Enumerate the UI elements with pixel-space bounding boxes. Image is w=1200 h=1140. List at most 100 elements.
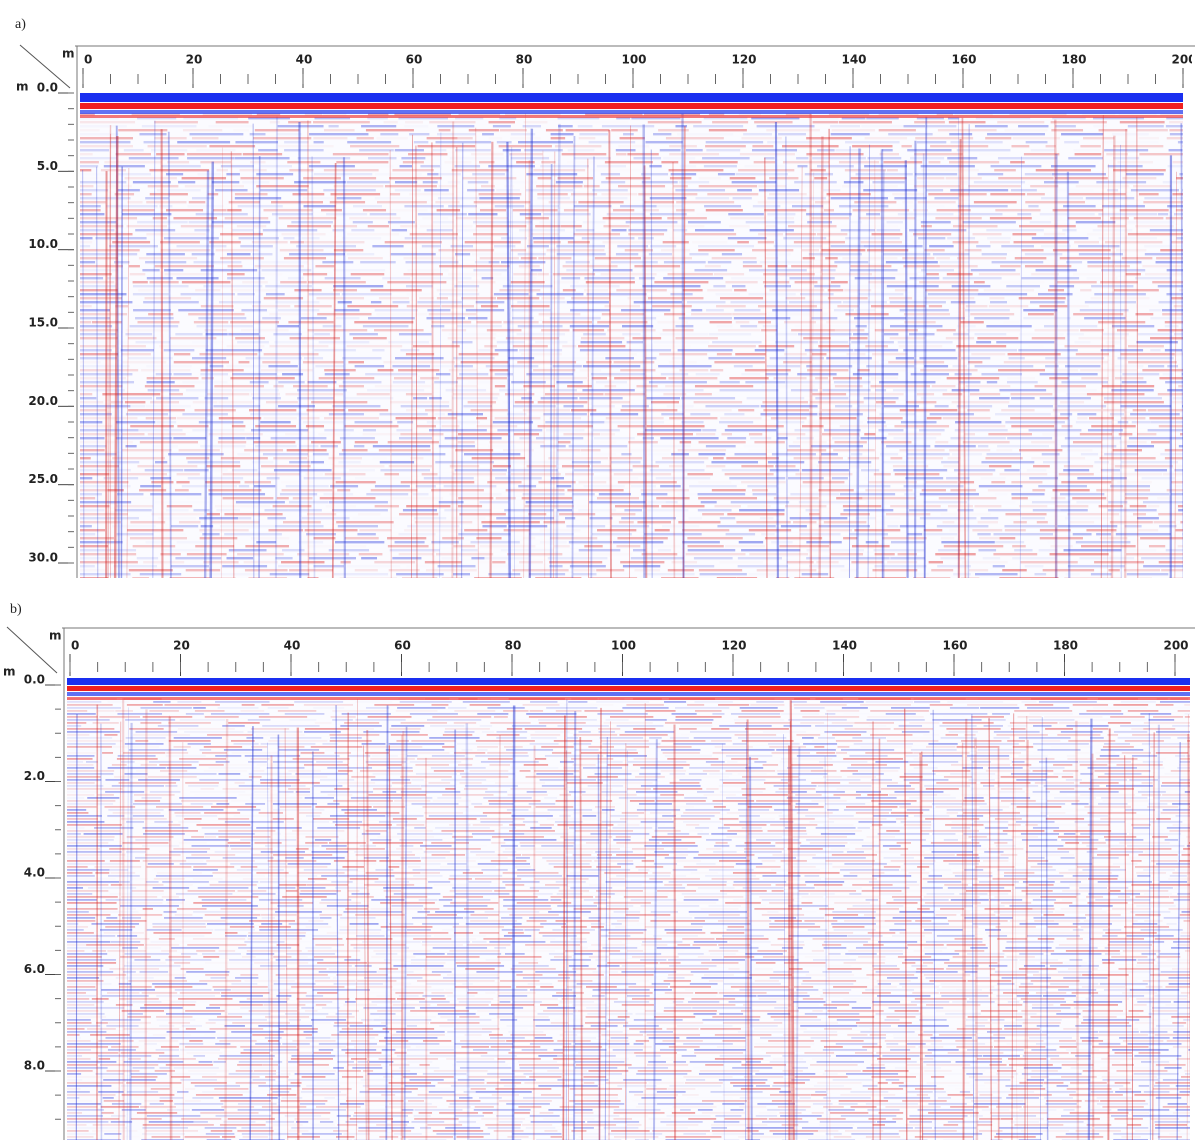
reflection — [840, 229, 876, 232]
reflection — [710, 369, 724, 372]
reflection — [308, 293, 340, 296]
reflection — [397, 707, 446, 709]
reflection — [177, 728, 235, 730]
reflection — [757, 857, 797, 859]
reflection — [971, 788, 996, 790]
reflection — [926, 417, 942, 420]
reflection — [306, 815, 321, 817]
reflection — [237, 553, 284, 556]
reflection — [170, 337, 217, 340]
reflection — [104, 806, 136, 808]
reflection — [1144, 245, 1190, 247]
reflection — [431, 854, 466, 856]
reflection — [297, 553, 350, 556]
reflection — [678, 317, 732, 320]
reflection — [673, 185, 688, 188]
reflection — [940, 737, 977, 739]
reflection — [123, 752, 166, 754]
x-unit: m — [62, 47, 75, 61]
reflection — [160, 770, 188, 772]
reflection — [503, 529, 531, 532]
reflection — [407, 565, 430, 567]
reflection — [522, 537, 536, 540]
trace-streak — [1180, 123, 1183, 578]
reflection — [80, 337, 118, 340]
reflection — [1055, 911, 1107, 913]
reflection — [762, 401, 809, 404]
reflection — [263, 417, 297, 420]
reflection — [289, 253, 345, 256]
reflection — [866, 249, 909, 252]
reflection — [864, 165, 907, 168]
reflection — [948, 121, 986, 124]
reflection — [67, 821, 105, 823]
reflection — [231, 425, 246, 428]
reflection — [888, 433, 942, 436]
reflection — [1031, 441, 1055, 444]
reflection — [537, 177, 552, 180]
reflection — [744, 842, 771, 844]
reflection — [166, 509, 189, 512]
reflection — [598, 728, 621, 730]
reflection — [1010, 189, 1037, 192]
reflection — [278, 405, 315, 408]
reflection — [1032, 899, 1056, 901]
reflection — [1149, 417, 1183, 420]
reflection — [390, 401, 450, 404]
reflection — [994, 169, 1016, 172]
reflection — [900, 869, 926, 871]
reflection — [698, 569, 743, 572]
reflection — [405, 353, 435, 356]
reflection — [530, 377, 588, 380]
reflection — [111, 785, 164, 787]
reflection — [209, 125, 254, 127]
reflection — [611, 129, 638, 132]
reflection — [549, 561, 603, 564]
reflection — [681, 421, 704, 424]
reflection — [261, 914, 297, 916]
reflection — [404, 529, 463, 532]
reflection — [80, 421, 103, 424]
reflection — [585, 441, 617, 443]
reflection — [1133, 902, 1174, 904]
reflection — [181, 281, 231, 284]
reflection — [251, 770, 265, 772]
reflection — [182, 129, 223, 132]
reflection — [80, 497, 96, 500]
reflection — [684, 797, 708, 799]
reflection — [770, 417, 807, 420]
reflection — [681, 397, 736, 400]
reflection — [780, 713, 820, 715]
reflection — [496, 517, 555, 520]
reflection — [447, 857, 480, 859]
reflection — [489, 941, 546, 943]
reflection — [362, 746, 423, 748]
reflection — [459, 782, 482, 784]
radargram — [80, 93, 1190, 578]
reflection — [464, 241, 521, 244]
reflection — [830, 125, 861, 128]
reflection — [1008, 824, 1021, 826]
reflection — [717, 827, 730, 829]
reflection — [233, 129, 249, 131]
reflection — [712, 800, 755, 802]
reflection — [1067, 449, 1093, 451]
reflection — [811, 217, 850, 220]
y-tick-label: 5.0 — [37, 159, 58, 173]
reflection — [1179, 173, 1183, 176]
reflection — [1049, 553, 1109, 556]
reflection — [104, 734, 118, 736]
reflection — [998, 369, 1045, 372]
reflection — [1073, 273, 1116, 275]
reflection — [275, 911, 322, 913]
reflection — [346, 181, 390, 184]
reflection — [644, 719, 667, 721]
reflection — [281, 481, 315, 483]
reflection — [80, 573, 131, 576]
reflection — [1127, 233, 1183, 236]
reflection — [80, 261, 96, 264]
reflection — [1176, 869, 1190, 871]
reflection — [513, 433, 539, 436]
reflection — [814, 746, 825, 748]
reflection — [890, 457, 903, 460]
